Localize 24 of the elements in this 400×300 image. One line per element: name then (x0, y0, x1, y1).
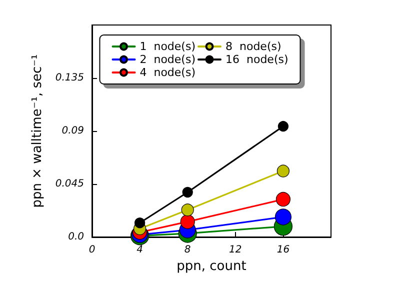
legend-label: 4 node(s) (140, 66, 196, 79)
x-tick-label: 4 (136, 244, 143, 256)
point (180, 214, 195, 229)
x-tick-label: 16 (276, 244, 290, 256)
legend-label: 2 node(s) (140, 53, 196, 66)
point (276, 192, 290, 207)
x-tick-label: 12 (229, 244, 242, 256)
y-tick-label: 0.135 (55, 72, 84, 84)
x-tick-label: 8 (184, 244, 191, 256)
point (278, 120, 288, 132)
x-axis-title: ppn, count (176, 258, 246, 274)
point (274, 208, 292, 226)
point (276, 164, 290, 178)
y-tick-label: 0.09 (62, 126, 84, 136)
legend-label: 16 node(s) (226, 53, 288, 66)
point (181, 204, 194, 216)
point (134, 218, 146, 228)
legend-label: 1 node(s) (140, 40, 196, 53)
x-tick-label: 0 (88, 244, 96, 256)
point (182, 186, 193, 198)
y-axis-title: ppn × walltime⁻¹, sec⁻¹ (30, 54, 45, 208)
y-tick-label: 0.0 (68, 232, 84, 242)
legend-label: 8 node(s) (226, 40, 282, 53)
y-tick-label: 0.045 (55, 178, 84, 190)
